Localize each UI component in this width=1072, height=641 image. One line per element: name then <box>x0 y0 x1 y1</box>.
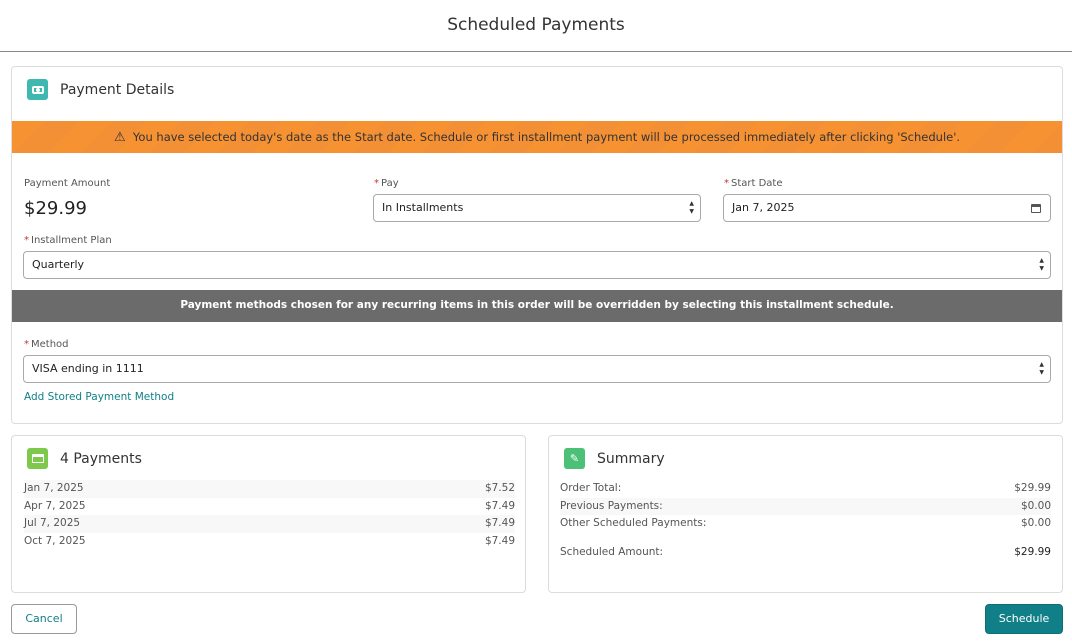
method-label: Method <box>31 339 69 350</box>
summary-row: Other Scheduled Payments: $0.00 <box>560 517 1051 529</box>
pay-label: Pay <box>381 178 399 189</box>
card-icon <box>27 448 48 469</box>
payment-details-card: Payment Details ⚠ You have selected toda… <box>11 66 1063 424</box>
pay-select[interactable]: In Installments ▲ ▼ <box>373 194 701 222</box>
modal-header: Scheduled Payments <box>0 0 1072 52</box>
warning-text: You have selected today's date as the St… <box>132 130 961 144</box>
money-icon <box>27 79 48 100</box>
summary-row: Order Total: $29.99 <box>560 482 1051 494</box>
required-mark: * <box>374 178 379 189</box>
card-title: Payment Details <box>60 81 175 98</box>
method-value: VISA ending in 1111 <box>32 362 144 375</box>
installment-plan-value: Quarterly <box>32 258 85 271</box>
document-edit-icon: ✎ <box>564 448 585 469</box>
start-date-label: Start Date <box>731 178 783 189</box>
select-arrows-icon: ▲ ▼ <box>1039 257 1044 272</box>
payment-row: Jan 7, 2025 $7.52 <box>24 480 515 498</box>
warning-banner: ⚠ You have selected today's date as the … <box>12 121 1062 153</box>
select-arrows-icon: ▲ ▼ <box>1039 361 1044 376</box>
installment-plan-select[interactable]: Quarterly ▲ ▼ <box>23 251 1051 279</box>
scheduled-amount-row: Scheduled Amount: $29.99 <box>560 545 1051 558</box>
required-mark: * <box>724 178 729 189</box>
payment-row: Jul 7, 2025 $7.49 <box>24 515 515 533</box>
method-select[interactable]: VISA ending in 1111 ▲ ▼ <box>23 355 1051 383</box>
summary-card: ✎ Summary Order Total: $29.99 Previous Pay… <box>548 435 1063 593</box>
select-arrows-icon: ▲ ▼ <box>689 200 694 215</box>
pay-value: In Installments <box>382 201 464 214</box>
payment-amount-label: Payment Amount <box>24 178 111 189</box>
required-mark: * <box>24 339 29 350</box>
card-title: Summary <box>597 450 665 467</box>
start-date-input[interactable]: Jan 7, 2025 <box>723 194 1051 222</box>
info-text: Payment methods chosen for any recurring… <box>180 299 894 311</box>
calendar-icon[interactable] <box>1031 204 1041 213</box>
schedule-button[interactable]: Schedule <box>985 604 1063 634</box>
page-title: Scheduled Payments <box>447 15 625 35</box>
info-banner: Payment methods chosen for any recurring… <box>12 290 1062 322</box>
cancel-button[interactable]: Cancel <box>11 604 77 634</box>
warning-icon: ⚠ <box>113 130 126 145</box>
installment-plan-label: Installment Plan <box>31 235 112 246</box>
payments-card: 4 Payments Jan 7, 2025 $7.52 Apr 7, 2025 $… <box>11 435 526 593</box>
payment-row: Oct 7, 2025 $7.49 <box>24 534 515 547</box>
summary-row: Previous Payments: $0.00 <box>560 497 1051 515</box>
payment-amount: $29.99 <box>24 198 87 219</box>
start-date-value: Jan 7, 2025 <box>732 201 795 214</box>
required-mark: * <box>24 235 29 246</box>
payment-row: Apr 7, 2025 $7.49 <box>24 499 515 512</box>
add-stored-payment-method-link[interactable]: Add Stored Payment Method <box>24 391 175 403</box>
card-title: 4 Payments <box>60 450 142 467</box>
